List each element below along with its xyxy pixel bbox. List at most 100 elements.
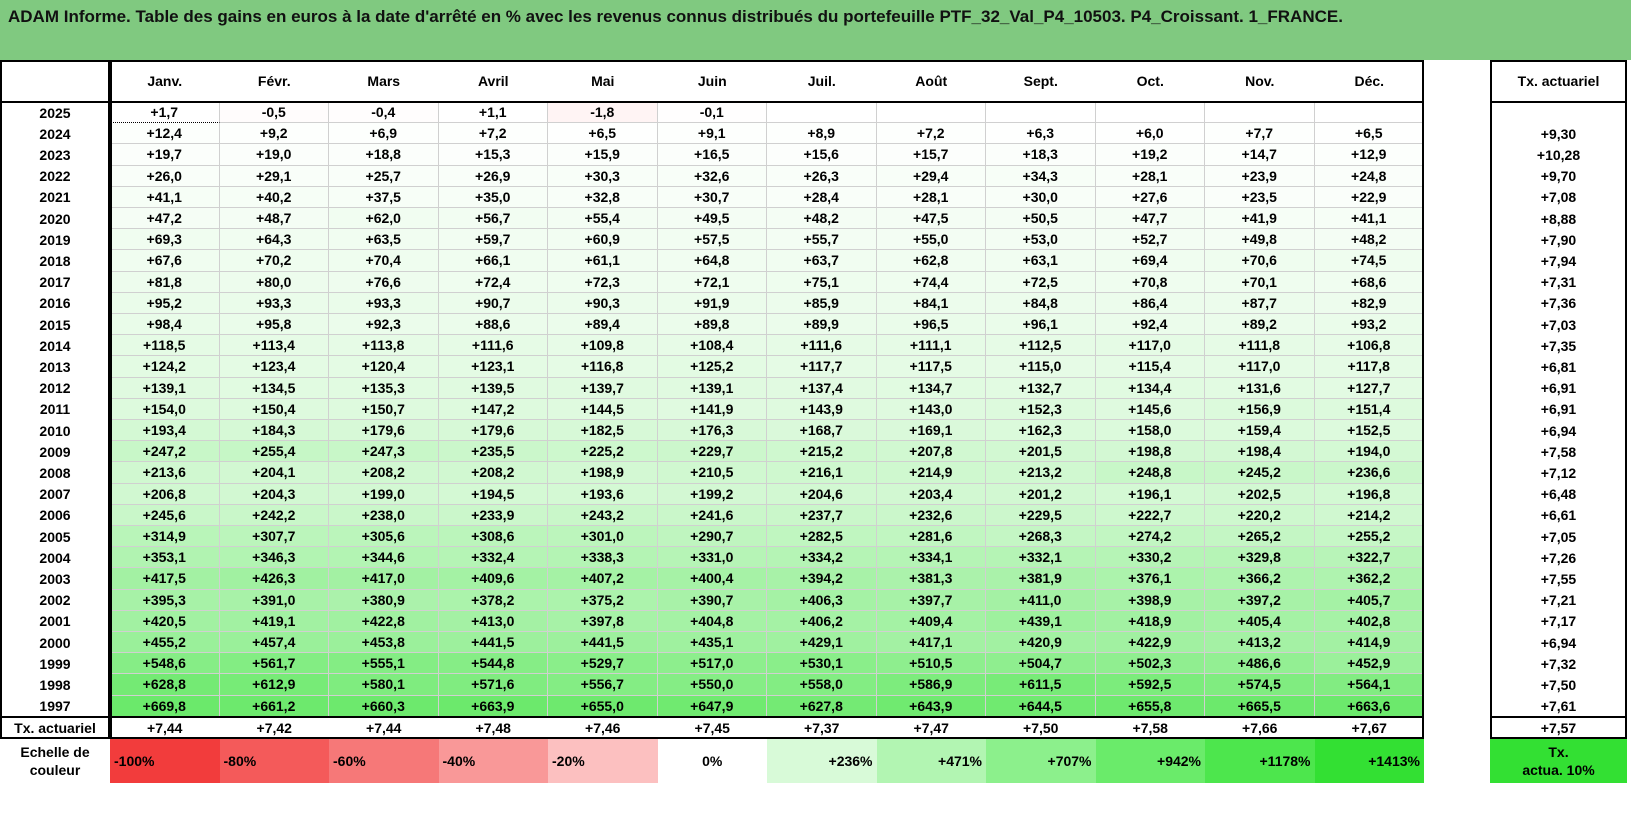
gain-cell: +290,7 bbox=[657, 526, 767, 548]
gain-cell: +134,5 bbox=[219, 377, 329, 399]
month-header-5: Mai bbox=[591, 73, 615, 89]
gain-cell: +203,4 bbox=[876, 483, 986, 505]
gain-cell: +19,7 bbox=[110, 144, 220, 166]
summary-rate-cell: +7,46 bbox=[585, 719, 621, 736]
gain-cell: +660,3 bbox=[329, 695, 439, 717]
gain-cell: +134,7 bbox=[876, 377, 986, 399]
gain-cell: +502,3 bbox=[1095, 653, 1205, 675]
year-label-2009: 2009 bbox=[39, 443, 71, 460]
gain-cell: +87,7 bbox=[1205, 292, 1315, 314]
gain-cell: +88,6 bbox=[438, 314, 548, 336]
rate-cell: +7,05 bbox=[1540, 528, 1577, 545]
gain-cell: +669,8 bbox=[110, 695, 220, 717]
rate-cell: +7,17 bbox=[1540, 613, 1577, 630]
gain-cell: +112,5 bbox=[986, 335, 1096, 357]
gain-cell: +47,5 bbox=[876, 208, 986, 230]
gain-cell: +208,2 bbox=[329, 462, 439, 484]
gain-cell: +62,0 bbox=[329, 208, 439, 230]
gain-cell: +89,8 bbox=[657, 314, 767, 336]
gain-cell: +453,8 bbox=[329, 632, 439, 654]
gain-cell: +395,3 bbox=[110, 589, 220, 611]
rate-cell: +6,91 bbox=[1540, 380, 1577, 397]
color-scale-swatch: -20% bbox=[548, 738, 658, 783]
summary-overall-rate: +7,57 bbox=[1540, 719, 1577, 736]
rate-cell: +8,88 bbox=[1540, 210, 1577, 227]
summary-rate-cell: +7,45 bbox=[694, 719, 730, 736]
gain-cell: +49,5 bbox=[657, 208, 767, 230]
year-label-2012: 2012 bbox=[39, 380, 71, 397]
gain-cell: +82,9 bbox=[1314, 292, 1424, 314]
gain-cell: +47,2 bbox=[110, 208, 220, 230]
gain-cell: +93,3 bbox=[219, 292, 329, 314]
gain-cell: +402,8 bbox=[1314, 610, 1424, 632]
gain-cell: +15,9 bbox=[548, 144, 658, 166]
summary-rate-cell: +7,37 bbox=[804, 719, 840, 736]
gain-cell: +413,2 bbox=[1205, 632, 1315, 654]
gain-cell: +322,7 bbox=[1314, 547, 1424, 569]
report-title: ADAM Informe. Table des gains en euros à… bbox=[0, 0, 1631, 60]
gain-cell: +255,2 bbox=[1314, 526, 1424, 548]
gain-cell: +238,0 bbox=[329, 504, 439, 526]
month-header-3: Mars bbox=[367, 73, 401, 89]
gain-cell: +237,7 bbox=[767, 504, 877, 526]
year-label-2013: 2013 bbox=[39, 358, 71, 375]
rate-cell: +6,48 bbox=[1540, 486, 1577, 503]
month-header-10: Oct. bbox=[1136, 73, 1164, 89]
gain-cell: +220,2 bbox=[1205, 504, 1315, 526]
gain-cell: +486,6 bbox=[1205, 653, 1315, 675]
gain-cell: +417,5 bbox=[110, 568, 220, 590]
month-header-6: Juin bbox=[697, 73, 727, 89]
gain-cell: +109,8 bbox=[548, 335, 658, 357]
gain-cell: +49,8 bbox=[1205, 229, 1315, 251]
year-label-2022: 2022 bbox=[39, 168, 71, 185]
gain-cell: +117,8 bbox=[1314, 356, 1424, 378]
month-header-12: Déc. bbox=[1354, 73, 1385, 89]
gain-cell: +404,8 bbox=[657, 610, 767, 632]
summary-rate-cell: +7,50 bbox=[1023, 719, 1059, 736]
color-scale-swatch: +1178% bbox=[1205, 738, 1315, 783]
gain-cell: +202,5 bbox=[1205, 483, 1315, 505]
gain-cell: +592,5 bbox=[1095, 674, 1205, 696]
gain-cell: +63,5 bbox=[329, 229, 439, 251]
gain-cell: +113,8 bbox=[329, 335, 439, 357]
gain-cell: +504,7 bbox=[986, 653, 1096, 675]
gain-cell: +6,5 bbox=[1314, 123, 1424, 145]
gain-cell: +144,5 bbox=[548, 398, 658, 420]
gain-cell: +123,1 bbox=[438, 356, 548, 378]
gain-cell: +655,8 bbox=[1095, 695, 1205, 717]
gain-cell: +115,0 bbox=[986, 356, 1096, 378]
gain-cell: +48,2 bbox=[1314, 229, 1424, 251]
gain-cell: +414,9 bbox=[1314, 632, 1424, 654]
gain-cell: +35,0 bbox=[438, 186, 548, 208]
year-label-1999: 1999 bbox=[39, 655, 71, 672]
gain-cell: +18,3 bbox=[986, 144, 1096, 166]
gain-cell: +301,0 bbox=[548, 526, 658, 548]
gain-cell: +72,4 bbox=[438, 271, 548, 293]
gain-cell: +201,2 bbox=[986, 483, 1096, 505]
gain-cell: +61,1 bbox=[548, 250, 658, 272]
gain-cell: +441,5 bbox=[548, 632, 658, 654]
summary-rate-cell: +7,47 bbox=[913, 719, 949, 736]
gain-cell: +19,2 bbox=[1095, 144, 1205, 166]
rate-cell: +7,90 bbox=[1540, 231, 1577, 248]
gain-cell: +213,6 bbox=[110, 462, 220, 484]
gain-cell: +15,3 bbox=[438, 144, 548, 166]
gain-cell: +375,2 bbox=[548, 589, 658, 611]
gain-cell: +338,3 bbox=[548, 547, 658, 569]
gain-cell: +548,6 bbox=[110, 653, 220, 675]
gain-cell: +397,7 bbox=[876, 589, 986, 611]
rate-cell: +7,21 bbox=[1540, 592, 1577, 609]
gain-cell: +26,0 bbox=[110, 165, 220, 187]
rate-cell: +7,31 bbox=[1540, 274, 1577, 291]
gain-cell: +28,1 bbox=[876, 186, 986, 208]
gain-cell: +241,6 bbox=[657, 504, 767, 526]
gain-cell: +199,0 bbox=[329, 483, 439, 505]
gain-cell: +95,8 bbox=[219, 314, 329, 336]
gain-cell: +236,6 bbox=[1314, 462, 1424, 484]
gain-cell: +381,3 bbox=[876, 568, 986, 590]
gain-cell: +152,3 bbox=[986, 398, 1096, 420]
gain-cell: +111,6 bbox=[438, 335, 548, 357]
gain-cell: +76,6 bbox=[329, 271, 439, 293]
gain-cell: +627,8 bbox=[767, 695, 877, 717]
gain-cell: +52,7 bbox=[1095, 229, 1205, 251]
